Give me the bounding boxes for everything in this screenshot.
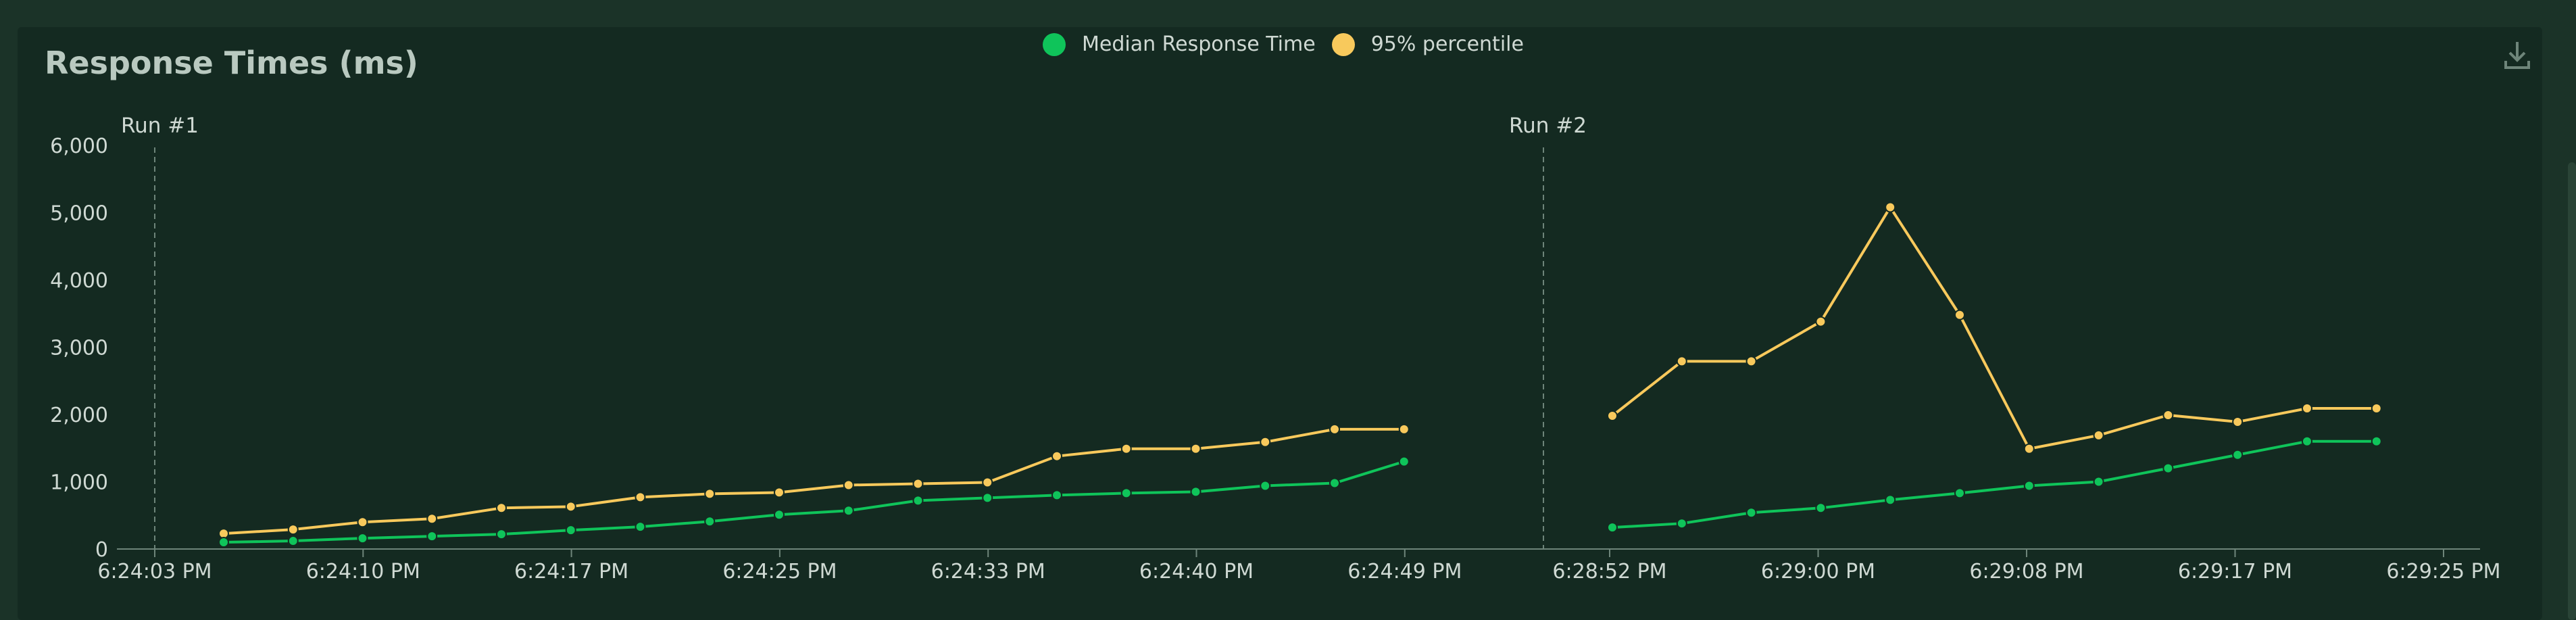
x-tick-label: 6:24:33 PM (931, 560, 1045, 583)
median-point (1330, 478, 1339, 487)
p95-point (2163, 410, 2173, 420)
p95-point (2372, 404, 2381, 413)
median-point (219, 538, 228, 547)
y-tick-label: 2,000 (50, 404, 108, 427)
y-tick-label: 6,000 (50, 135, 108, 158)
p95-point (774, 487, 784, 497)
p95-point (358, 517, 368, 527)
p95-point (1122, 444, 1131, 454)
p95-point (983, 477, 992, 487)
p95-point (2025, 444, 2034, 454)
x-tick-label: 6:24:25 PM (722, 560, 837, 583)
median-point (2025, 481, 2034, 490)
p95-line-run2 (1612, 208, 2377, 449)
median-line-run1 (224, 462, 1404, 542)
median-point (2094, 477, 2104, 487)
p95-line-run1 (224, 429, 1404, 533)
p95-point (1052, 452, 1062, 461)
x-tick-label: 6:24:03 PM (97, 560, 212, 583)
median-point (1191, 487, 1201, 496)
median-point (1955, 488, 1964, 498)
median-point (1608, 523, 1617, 532)
x-tick-label: 6:24:17 PM (514, 560, 628, 583)
median-point (427, 531, 437, 541)
x-tick-label: 6:28:52 PM (1552, 560, 1666, 583)
x-tick-label: 6:24:49 PM (1347, 560, 1462, 583)
median-point (1747, 508, 1756, 517)
median-point (1885, 495, 1895, 504)
p95-point (705, 489, 714, 498)
p95-point (1400, 425, 1409, 434)
median-point (2302, 437, 2312, 446)
median-point (566, 525, 576, 535)
median-point (1260, 481, 1270, 490)
y-tick-label: 0 (95, 538, 108, 562)
y-tick-label: 3,000 (50, 337, 108, 360)
p95-point (1747, 356, 1756, 366)
median-point (497, 529, 506, 539)
p95-point (1816, 317, 1825, 327)
p95-point (1955, 310, 1964, 320)
p95-point (289, 525, 298, 534)
p95-point (636, 492, 645, 502)
median-point (2233, 450, 2242, 460)
x-tick-label: 6:29:25 PM (2386, 560, 2500, 583)
median-point (636, 522, 645, 531)
x-tick-label: 6:24:40 PM (1139, 560, 1254, 583)
run-label: Run #2 (1509, 114, 1587, 138)
run-label: Run #1 (121, 114, 199, 138)
median-point (1122, 488, 1131, 498)
y-tick-label: 4,000 (50, 269, 108, 293)
p95-point (1608, 411, 1617, 421)
median-point (914, 496, 923, 505)
p95-point (1191, 444, 1201, 454)
median-point (1677, 519, 1687, 528)
y-tick-label: 1,000 (50, 471, 108, 495)
p95-point (1260, 437, 1270, 447)
median-point (2372, 437, 2381, 446)
p95-point (1885, 203, 1895, 212)
median-point (983, 493, 992, 502)
p95-point (2233, 417, 2242, 427)
median-point (2163, 464, 2173, 473)
p95-point (2094, 431, 2104, 440)
x-tick-label: 6:29:17 PM (2178, 560, 2292, 583)
median-point (289, 536, 298, 546)
median-line-run2 (1612, 442, 2377, 527)
x-tick-label: 6:24:10 PM (306, 560, 420, 583)
median-point (1400, 457, 1409, 467)
median-point (844, 506, 853, 515)
p95-point (427, 514, 437, 523)
p95-point (1677, 356, 1687, 366)
p95-point (1330, 425, 1339, 434)
p95-point (566, 502, 576, 511)
median-point (1816, 503, 1825, 512)
median-point (705, 517, 714, 526)
p95-point (2302, 404, 2312, 413)
x-tick-label: 6:29:08 PM (1969, 560, 2083, 583)
p95-point (497, 503, 506, 512)
p95-point (914, 479, 923, 488)
median-point (1052, 490, 1062, 500)
median-point (774, 510, 784, 519)
p95-point (844, 480, 853, 490)
median-point (358, 533, 368, 543)
p95-point (219, 529, 228, 538)
x-tick-label: 6:29:00 PM (1761, 560, 1875, 583)
y-tick-label: 5,000 (50, 202, 108, 226)
